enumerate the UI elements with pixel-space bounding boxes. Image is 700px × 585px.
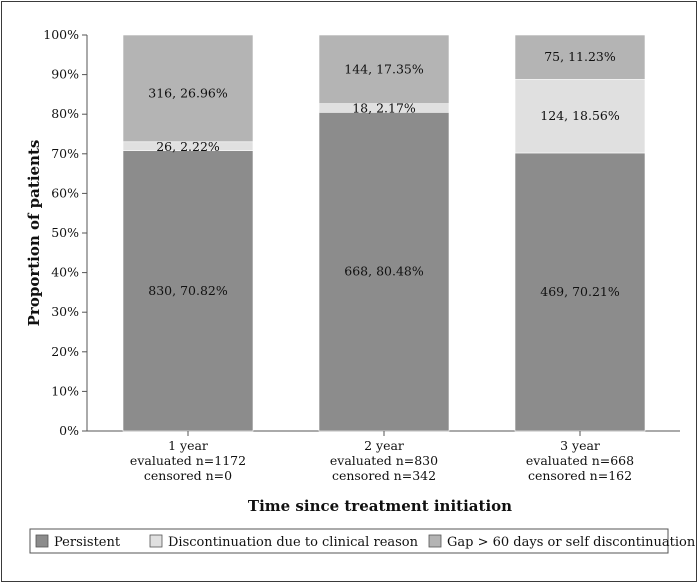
x-tick-label: 2 year (364, 438, 404, 453)
y-tick-label: 50% (51, 225, 79, 240)
y-tick-label: 80% (51, 106, 79, 121)
y-axis: 0% 10% 20% 30% 40% 50% 60% 70% 80% 90% 100% (43, 27, 88, 438)
bar-segment (122, 34, 254, 143)
y-tick-label: 90% (51, 67, 79, 82)
bar-value-label: 75, 11.23% (544, 49, 616, 64)
bar-segment (514, 34, 646, 80)
x-tick-label: evaluated n=830 (330, 453, 438, 468)
bars (122, 34, 646, 432)
y-tick-label: 0% (59, 423, 79, 438)
bar-value-label: 469, 70.21% (540, 284, 620, 299)
bar-value-label: 144, 17.35% (344, 61, 424, 76)
x-axis-title: Time since treatment initiation (248, 497, 512, 515)
bar-value-label: 26, 2.22% (156, 139, 220, 154)
x-tick-label: evaluated n=668 (526, 453, 634, 468)
bar-labels: 830, 70.82% 26, 2.22% 316, 26.96% 668, 80.4… (148, 49, 620, 299)
y-tick-label: 30% (51, 304, 79, 319)
y-tick-label: 20% (51, 344, 79, 359)
bar-value-label: 124, 18.56% (540, 108, 620, 123)
x-tick-label: censored n=342 (332, 468, 436, 483)
y-tick-label: 70% (51, 146, 79, 161)
y-tick-label: 40% (51, 265, 79, 280)
y-axis-title: Proportion of patients (25, 140, 43, 327)
bar-value-label: 316, 26.96% (148, 86, 228, 101)
x-tick-label: evaluated n=1172 (130, 453, 246, 468)
legend-label: Discontinuation due to clinical reason (168, 535, 419, 550)
legend-label: Persistent (54, 535, 121, 550)
bar-value-label: 668, 80.48% (344, 264, 424, 279)
x-tick-label: censored n=0 (144, 468, 232, 483)
y-tick-label: 100% (43, 27, 79, 42)
bar-segment (122, 150, 254, 432)
x-tick-label: 1 year (168, 438, 208, 453)
legend-swatch (149, 534, 163, 548)
legend-box (29, 528, 669, 554)
legend: Persistent Discontinuation due to clinica… (29, 528, 696, 554)
bar-segment (318, 34, 450, 105)
bar-value-label: 18, 2.17% (352, 101, 416, 116)
bar-value-label: 830, 70.82% (148, 283, 228, 298)
x-tick-label: 3 year (560, 438, 600, 453)
y-tick-label: 60% (51, 185, 79, 200)
legend-swatch (428, 534, 442, 548)
legend-swatch (35, 534, 49, 548)
legend-label: Gap > 60 days or self discontinuation (447, 535, 696, 550)
x-tick-label: censored n=162 (528, 468, 632, 483)
bar-segment (514, 79, 646, 154)
y-tick-label: 10% (51, 383, 79, 398)
bar-segment (318, 111, 450, 432)
